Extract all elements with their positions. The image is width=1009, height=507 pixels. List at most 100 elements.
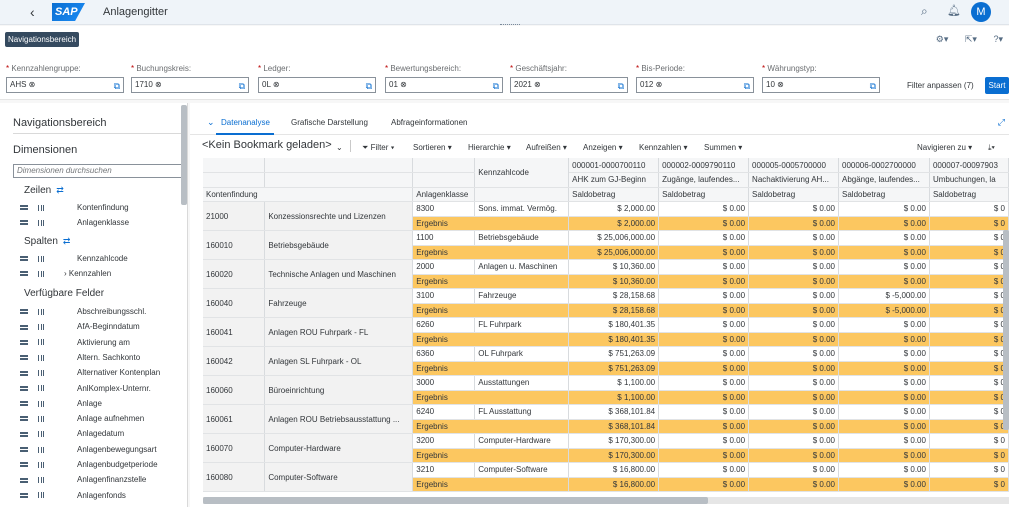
token-remove-icon[interactable]: ⊗ bbox=[774, 80, 784, 89]
result-value-cell[interactable]: $ 28,158.68 bbox=[568, 303, 660, 318]
filter-token[interactable]: 012 bbox=[640, 80, 654, 89]
value-help-icon[interactable]: ⧉ bbox=[238, 81, 245, 91]
value-cell[interactable]: $ 0.00 bbox=[658, 201, 750, 217]
result-value-cell[interactable]: $ 0.00 bbox=[748, 477, 839, 492]
header-anlagenklasse[interactable]: Anlagenklasse bbox=[412, 187, 476, 202]
klasse-text-cell[interactable]: Sons. immat. Vermög. bbox=[474, 201, 570, 217]
nav-field-item[interactable]: Anlagenbewegungsart bbox=[20, 443, 180, 457]
filter-input[interactable]: 012 ⊗ ⧉ bbox=[636, 77, 754, 93]
konto-text-cell[interactable]: Computer-Hardware bbox=[264, 433, 414, 463]
nav-field-item[interactable]: AnlKomplex-Unternr. bbox=[20, 382, 180, 396]
value-cell[interactable]: $ 0.00 bbox=[838, 230, 930, 246]
value-cell[interactable]: $ 0.00 bbox=[658, 375, 750, 391]
value-cell[interactable]: $ 0 bbox=[929, 201, 1009, 217]
konto-text-cell[interactable]: Computer-Software bbox=[264, 462, 414, 492]
value-cell[interactable]: $ 170,300.00 bbox=[568, 433, 660, 449]
klasse-text-cell[interactable]: Computer-Software bbox=[474, 462, 570, 478]
measure-code-header[interactable]: 000002-0009790110 bbox=[658, 158, 750, 173]
value-cell[interactable]: $ 0.00 bbox=[838, 375, 930, 391]
result-value-cell[interactable]: $ 1,100.00 bbox=[568, 390, 660, 405]
nav-field-item[interactable]: Anlagenfinanzstelle bbox=[20, 473, 180, 487]
drag-handle-icon[interactable] bbox=[20, 339, 28, 345]
value-cell[interactable]: $ 180,401.35 bbox=[568, 317, 660, 333]
konto-cell[interactable]: 160070 bbox=[203, 433, 266, 463]
klasse-text-cell[interactable]: Betriebsgebäude bbox=[474, 230, 570, 246]
result-value-cell[interactable]: $ 0.00 bbox=[658, 477, 750, 492]
result-value-cell[interactable]: $ 0.00 bbox=[658, 361, 750, 376]
value-cell[interactable]: $ 16,800.00 bbox=[568, 462, 660, 478]
search-icon[interactable]: ⌕ bbox=[921, 4, 928, 18]
filter-token[interactable]: 2021 bbox=[514, 80, 532, 89]
value-cell[interactable]: $ 0 bbox=[929, 404, 1009, 420]
nav-field-item[interactable]: › Kennzahlen bbox=[20, 267, 180, 281]
avatar[interactable]: M bbox=[971, 2, 991, 22]
result-value-cell[interactable]: $ 0.00 bbox=[838, 390, 930, 405]
drag-handle-icon[interactable] bbox=[20, 271, 28, 277]
measure-name-header[interactable]: Nachaktivierung AH... bbox=[748, 172, 839, 188]
value-cell[interactable]: $ 0.00 bbox=[748, 230, 839, 246]
filter-token[interactable]: AHS bbox=[10, 80, 27, 89]
nav-scrollbar[interactable] bbox=[181, 105, 187, 205]
value-cell[interactable]: $ 25,006,000.00 bbox=[568, 230, 660, 246]
result-value-cell[interactable]: $ 0.00 bbox=[748, 303, 839, 318]
konto-cell[interactable]: 160061 bbox=[203, 404, 266, 434]
collapse-icon[interactable]: ⌄ bbox=[207, 117, 215, 127]
bookmark-select[interactable]: <Kein Bookmark geladen> bbox=[202, 139, 332, 151]
value-cell[interactable]: $ 10,360.00 bbox=[568, 259, 660, 275]
result-value-cell[interactable]: $ 0.00 bbox=[748, 419, 839, 434]
value-cell[interactable]: $ 0.00 bbox=[838, 201, 930, 217]
help-icon[interactable]: ?▾ bbox=[993, 34, 1003, 44]
value-cell[interactable]: $ 1,100.00 bbox=[568, 375, 660, 391]
measure-code-header[interactable]: 000005-0005700000 bbox=[748, 158, 839, 173]
value-cell[interactable]: $ 0.00 bbox=[658, 433, 750, 449]
measure-code-header[interactable]: 000007-00097903 bbox=[929, 158, 1009, 173]
resize-handle[interactable] bbox=[500, 24, 520, 27]
filter-token[interactable]: 01 bbox=[389, 80, 398, 89]
measure-code-header[interactable]: 000006-0002700000 bbox=[838, 158, 930, 173]
value-cell[interactable]: $ 0.00 bbox=[748, 259, 839, 275]
result-value-cell[interactable]: $ 0 bbox=[929, 390, 1009, 405]
result-value-cell[interactable]: $ 0 bbox=[929, 419, 1009, 434]
drag-handle-icon[interactable] bbox=[20, 385, 28, 391]
nav-field-item[interactable]: Alternativer Kontenplan bbox=[20, 366, 180, 380]
konto-text-cell[interactable]: Anlagen ROU Fuhrpark - FL bbox=[264, 317, 414, 347]
nav-field-item[interactable]: Anlagenklasse bbox=[20, 216, 180, 230]
result-value-cell[interactable]: $ 0.00 bbox=[658, 390, 750, 405]
value-cell[interactable]: $ 0 bbox=[929, 230, 1009, 246]
value-cell[interactable]: $ 0.00 bbox=[658, 230, 750, 246]
value-cell[interactable]: $ 0.00 bbox=[748, 404, 839, 420]
back-icon[interactable]: ‹ bbox=[30, 4, 35, 20]
result-value-cell[interactable]: $ 0.00 bbox=[838, 477, 930, 492]
drag-handle-icon[interactable] bbox=[20, 492, 28, 498]
header-kennzahlcode[interactable]: Kennzahlcode bbox=[474, 158, 570, 188]
klasse-cell[interactable]: 6260 bbox=[412, 317, 476, 333]
measure-code-header[interactable]: 000001-0000700110 bbox=[568, 158, 660, 173]
result-value-cell[interactable]: $ 0 bbox=[929, 303, 1009, 318]
start-button[interactable]: Start bbox=[985, 77, 1009, 94]
result-value-cell[interactable]: $ 0.00 bbox=[748, 448, 839, 463]
value-cell[interactable]: $ 0 bbox=[929, 346, 1009, 362]
scroll-thumb[interactable] bbox=[203, 497, 708, 504]
value-help-icon[interactable]: ⧉ bbox=[617, 81, 624, 91]
result-value-cell[interactable]: $ 0.00 bbox=[838, 419, 930, 434]
klasse-text-cell[interactable]: FL Fuhrpark bbox=[474, 317, 570, 333]
result-value-cell[interactable]: $ 16,800.00 bbox=[568, 477, 660, 492]
value-cell[interactable]: $ 0 bbox=[929, 317, 1009, 333]
result-value-cell[interactable]: $ 0.00 bbox=[748, 245, 839, 260]
measure-name-header[interactable]: Abgänge, laufendes... bbox=[838, 172, 930, 188]
result-value-cell[interactable]: $ 0 bbox=[929, 216, 1009, 231]
result-value-cell[interactable]: $ 0.00 bbox=[658, 245, 750, 260]
nav-field-item[interactable]: Anlage bbox=[20, 397, 180, 411]
result-value-cell[interactable]: $ 0 bbox=[929, 332, 1009, 347]
value-cell[interactable]: $ 0.00 bbox=[838, 346, 930, 362]
token-remove-icon[interactable]: ⊗ bbox=[653, 80, 663, 89]
nav-field-item[interactable]: Anlagenbudgetperiode bbox=[20, 458, 180, 472]
bell-icon[interactable]: 🔔︎ bbox=[947, 5, 961, 17]
result-value-cell[interactable]: $ 0 bbox=[929, 477, 1009, 492]
token-remove-icon[interactable]: ⊗ bbox=[152, 80, 162, 89]
filter-input[interactable]: 2021 ⊗ ⧉ bbox=[510, 77, 628, 93]
drag-handle-icon[interactable] bbox=[20, 220, 28, 226]
value-cell[interactable]: $ 0 bbox=[929, 375, 1009, 391]
filter-input[interactable]: 01 ⊗ ⧉ bbox=[385, 77, 503, 93]
drag-handle-icon[interactable] bbox=[20, 477, 28, 483]
